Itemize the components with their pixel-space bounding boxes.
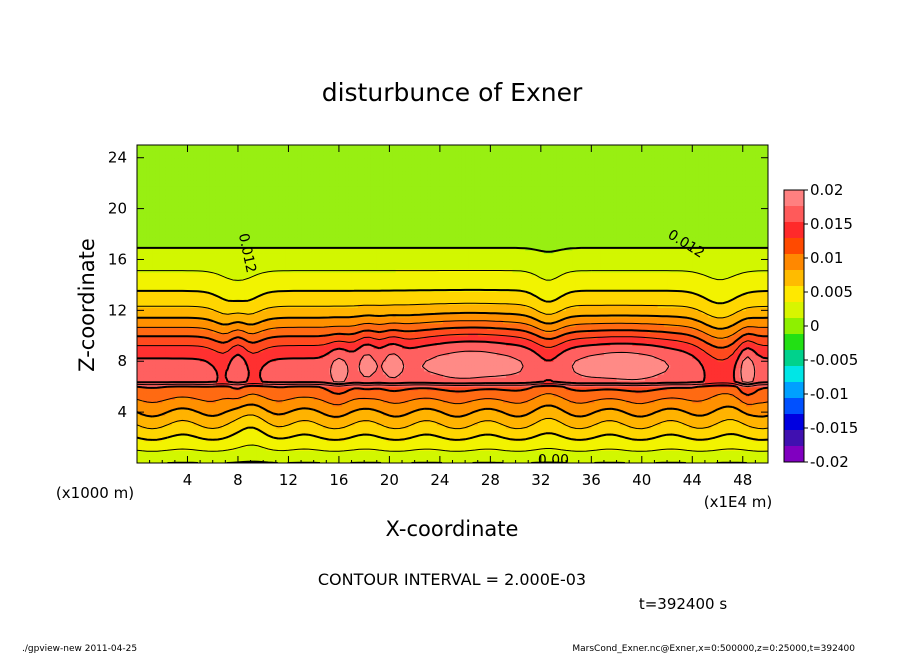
chart-title: disturbunce of Exner bbox=[322, 78, 583, 107]
